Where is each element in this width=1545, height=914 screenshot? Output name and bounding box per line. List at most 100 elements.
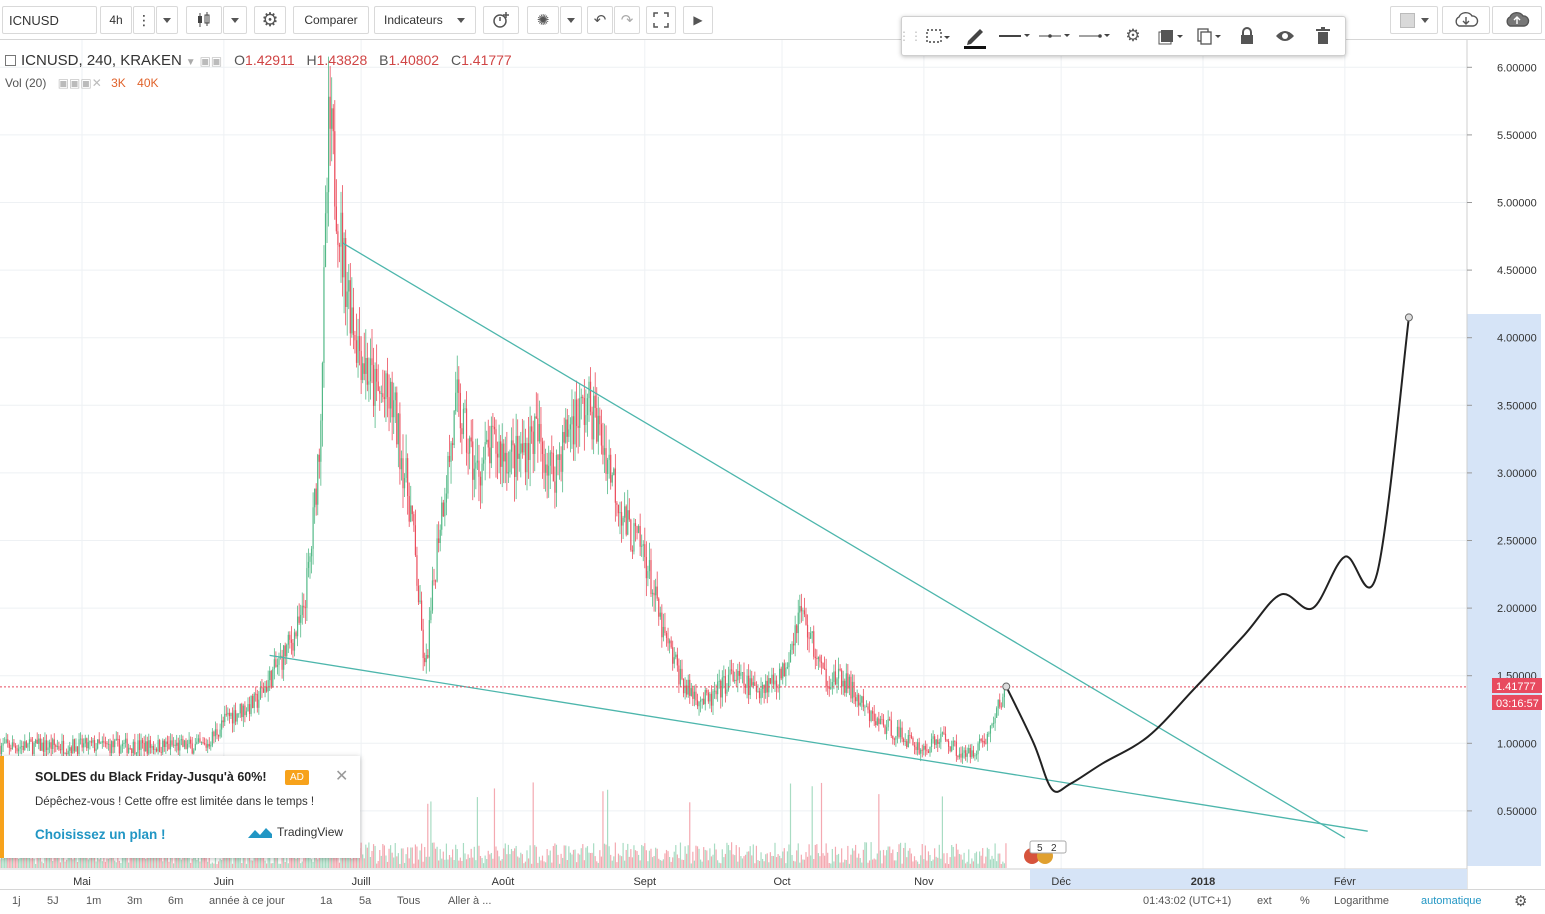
volume-bar bbox=[211, 862, 213, 868]
interval-dropdown-button[interactable] bbox=[156, 6, 178, 34]
visibility-order-button[interactable] bbox=[1152, 20, 1190, 52]
clone-button[interactable] bbox=[1190, 20, 1228, 52]
line-style-button[interactable] bbox=[1034, 20, 1074, 52]
log-scale-toggle[interactable]: Logarithme bbox=[1334, 895, 1390, 907]
ad-close-icon[interactable]: ✕ bbox=[335, 768, 349, 785]
line-color-button[interactable] bbox=[956, 20, 994, 52]
candle-body bbox=[682, 678, 685, 694]
volume-bar bbox=[872, 859, 874, 868]
range-1d[interactable]: 1j bbox=[12, 895, 21, 907]
candle-body bbox=[582, 396, 584, 399]
indicators-button[interactable]: Indicateurs bbox=[374, 6, 476, 34]
layout-button[interactable] bbox=[1390, 6, 1438, 34]
candle-body bbox=[851, 681, 854, 699]
range-1m[interactable]: 1m bbox=[86, 895, 102, 907]
candle-body bbox=[882, 719, 885, 726]
line-end-button[interactable] bbox=[1074, 20, 1114, 52]
legend-icons[interactable]: ▣▣ bbox=[199, 54, 223, 68]
undo-button[interactable]: ↶ bbox=[587, 6, 613, 34]
replay-button[interactable]: ▶ bbox=[683, 6, 713, 34]
goto-date-button[interactable]: Aller à ... bbox=[448, 895, 492, 907]
candle-body bbox=[884, 725, 886, 734]
ideas-dropdown[interactable] bbox=[560, 6, 582, 34]
volume-bar bbox=[300, 863, 302, 868]
volume-bar bbox=[574, 849, 576, 868]
lock-button[interactable] bbox=[1228, 20, 1266, 52]
hide-button[interactable] bbox=[1266, 20, 1304, 52]
ad-cta-link[interactable]: Choisissez un plan ! bbox=[35, 827, 166, 842]
drawing-settings-button[interactable]: ⚙ bbox=[1114, 20, 1152, 52]
candle-body bbox=[686, 685, 688, 695]
interval-button[interactable]: 4h bbox=[100, 6, 132, 34]
chart-style-button[interactable] bbox=[186, 6, 222, 34]
candle-body bbox=[428, 620, 430, 658]
collapse-legend-icon[interactable] bbox=[5, 55, 16, 66]
save-layout-button[interactable] bbox=[1492, 6, 1542, 34]
volume-bar bbox=[380, 855, 382, 868]
percent-scale-toggle[interactable]: % bbox=[1300, 895, 1310, 907]
chart-style-dropdown[interactable] bbox=[223, 6, 247, 34]
volume-bar bbox=[475, 860, 477, 868]
volume-bar bbox=[238, 854, 240, 868]
chart-properties-icon[interactable]: ⚙ bbox=[1514, 893, 1528, 910]
range-all[interactable]: Tous bbox=[397, 895, 421, 907]
events-badge[interactable]: 5 2 bbox=[1024, 840, 1067, 864]
range-5y[interactable]: 5a bbox=[359, 895, 372, 907]
delete-drawing-button[interactable] bbox=[1304, 20, 1342, 52]
symbol-search-input[interactable]: ICNUSD bbox=[2, 6, 97, 34]
ideas-button[interactable]: ✺ bbox=[527, 6, 559, 34]
candle-body bbox=[138, 740, 141, 750]
volume-bar bbox=[568, 846, 570, 868]
candle-body bbox=[927, 751, 930, 753]
candle-body bbox=[893, 738, 895, 740]
interval-more-icon[interactable]: ⋮ bbox=[133, 6, 155, 34]
volume-bar bbox=[763, 861, 765, 868]
range-6m[interactable]: 6m bbox=[168, 895, 184, 907]
settings-button[interactable]: ⚙ bbox=[254, 6, 286, 34]
volume-bar bbox=[690, 863, 692, 868]
volume-bar bbox=[638, 854, 640, 868]
volume-bar bbox=[376, 863, 378, 868]
line-thickness-button[interactable] bbox=[994, 20, 1034, 52]
fullscreen-button[interactable] bbox=[646, 6, 676, 34]
candle-body bbox=[775, 680, 778, 688]
volume-bar bbox=[445, 843, 447, 868]
volume-bar bbox=[975, 851, 978, 868]
volume-legend-icons[interactable]: ▣▣▣✕ bbox=[57, 76, 102, 90]
auto-scale-toggle[interactable]: automatique bbox=[1421, 895, 1482, 907]
candle-body bbox=[148, 740, 150, 754]
candle-body bbox=[571, 416, 573, 425]
volume-bar bbox=[639, 860, 641, 868]
volume-bar bbox=[465, 859, 468, 868]
load-layout-button[interactable] bbox=[1442, 6, 1490, 34]
volume-bar bbox=[400, 848, 403, 868]
compare-button[interactable]: Comparer bbox=[293, 6, 369, 34]
range-5d[interactable]: 5J bbox=[47, 895, 59, 907]
volume-bar bbox=[368, 842, 370, 868]
high-value: 1.43828 bbox=[316, 52, 368, 68]
volume-bar bbox=[526, 850, 528, 868]
select-template-button[interactable] bbox=[918, 20, 956, 52]
drag-handle-icon[interactable]: ⋮⋮ bbox=[898, 29, 922, 43]
legend-caret-icon[interactable]: ▼ bbox=[185, 57, 196, 68]
volume-bar bbox=[506, 854, 508, 868]
alert-button[interactable] bbox=[483, 6, 519, 34]
volume-bar bbox=[403, 862, 406, 868]
range-3m[interactable]: 3m bbox=[127, 895, 143, 907]
range-ytd[interactable]: année à ce jour bbox=[209, 895, 285, 907]
extended-hours-toggle[interactable]: ext bbox=[1257, 895, 1272, 907]
volume-bar bbox=[128, 862, 130, 868]
clock-timezone[interactable]: 01:43:02 (UTC+1) bbox=[1143, 895, 1232, 907]
volume-bar bbox=[794, 861, 796, 868]
candle-body bbox=[839, 668, 841, 671]
candle-body bbox=[766, 680, 768, 693]
volume-bar bbox=[244, 857, 246, 868]
redo-button[interactable]: ↷ bbox=[614, 6, 640, 34]
ad-brand: TradingView bbox=[247, 824, 343, 840]
volume-bar bbox=[436, 846, 438, 868]
candle-body bbox=[816, 658, 818, 660]
range-1y[interactable]: 1a bbox=[320, 895, 333, 907]
volume-bar bbox=[548, 855, 550, 868]
volume-bar bbox=[427, 803, 429, 868]
candle-body bbox=[376, 368, 378, 382]
